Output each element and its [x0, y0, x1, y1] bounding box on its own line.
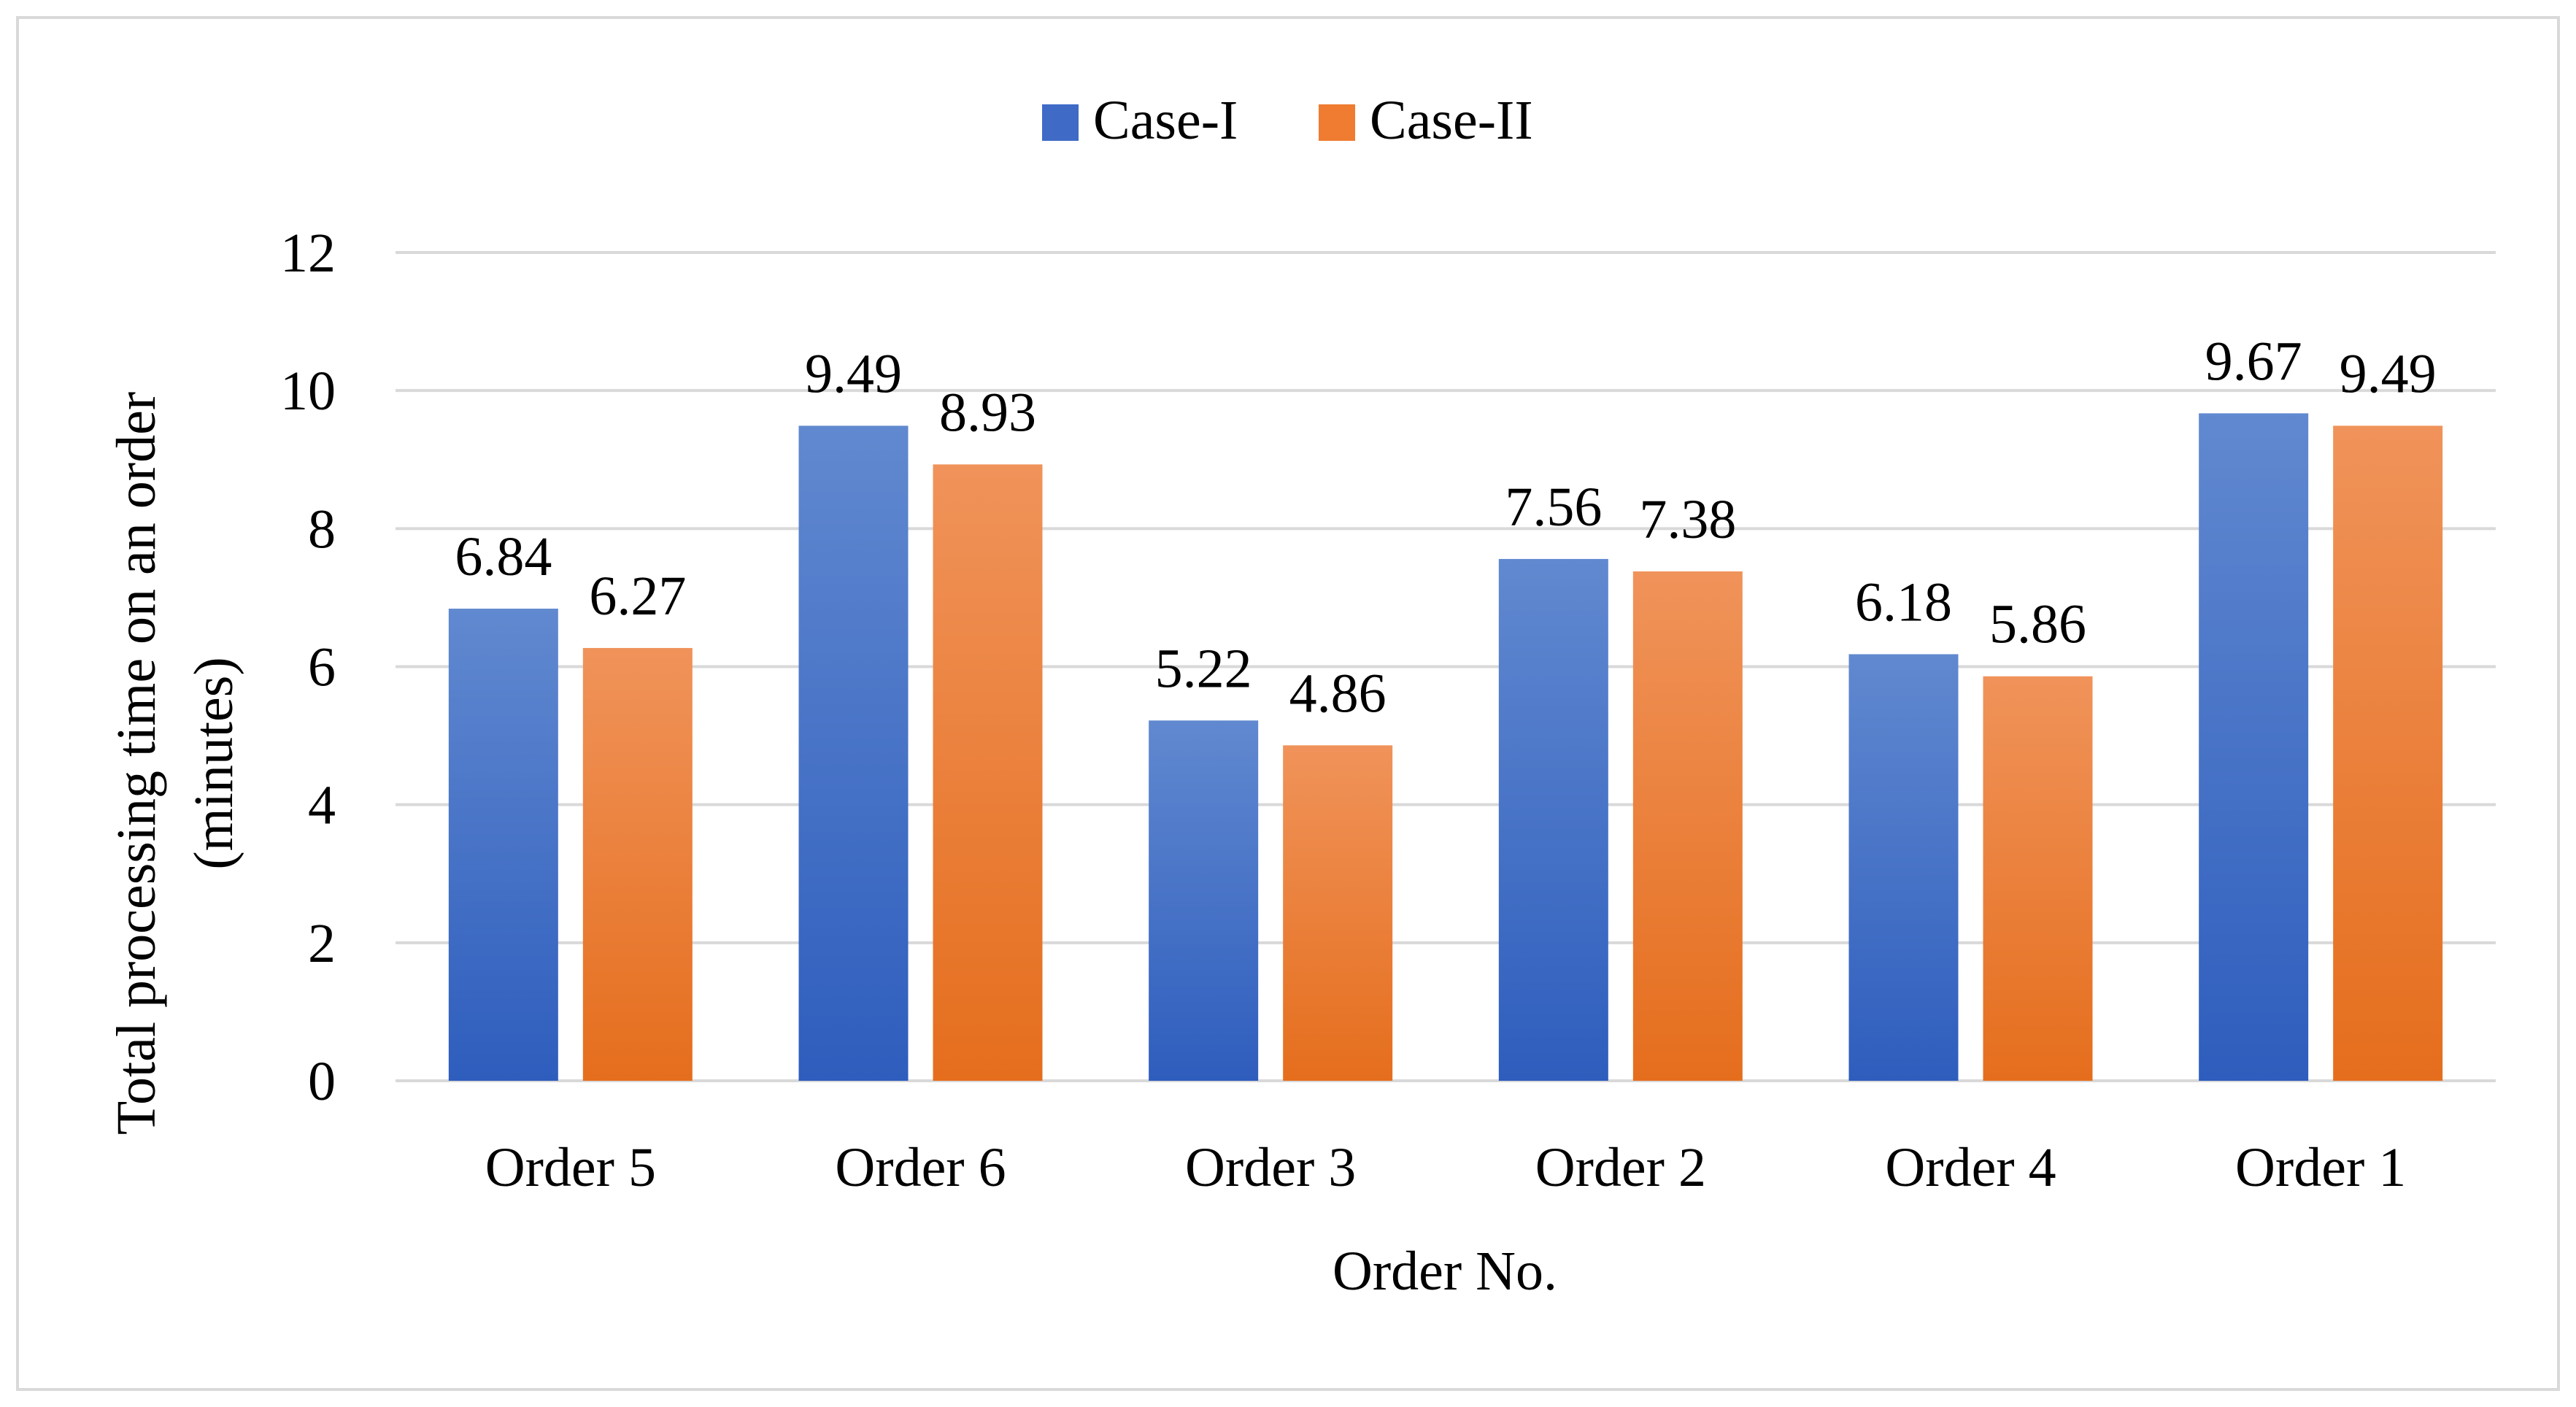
y-tick-label: 8	[308, 498, 336, 560]
data-labels: 6.84 6.27 9.49 8.93 5.22 4.86 7.56 7.38 6.18 5.86…	[455, 331, 2436, 724]
x-tick-label: Order 2	[1535, 1137, 1706, 1198]
legend: Case-I Case-II	[1042, 90, 1533, 151]
y-tick-label: 6	[308, 637, 336, 698]
x-tick-label: Order 1	[2235, 1137, 2406, 1198]
y-axis-ticks: 0 2 4 6 8 10 12	[280, 223, 336, 1112]
y-axis-title-line-2: (minutes)	[183, 657, 244, 869]
x-tick-label: Order 4	[1885, 1137, 2056, 1198]
bar-case-ii-order-1	[2333, 425, 2443, 1081]
legend-label-case-i: Case-I	[1093, 90, 1238, 151]
data-label: 5.22	[1155, 638, 1252, 699]
data-label: 6.27	[589, 566, 686, 627]
bar-case-ii-order-6	[933, 464, 1043, 1081]
x-tick-label: Order 3	[1185, 1137, 1356, 1198]
data-label: 9.49	[2340, 343, 2437, 404]
y-tick-label: 12	[280, 223, 336, 284]
y-tick-label: 4	[308, 775, 336, 836]
gridlines	[396, 251, 2496, 1082]
data-label: 7.56	[1505, 477, 1602, 538]
y-tick-label: 0	[308, 1051, 336, 1112]
x-axis-title: Order No.	[1333, 1241, 1557, 1302]
x-tick-label: Order 5	[485, 1137, 656, 1198]
bar-case-i-order-3	[1149, 720, 1259, 1081]
data-label: 7.38	[1639, 489, 1736, 550]
bar-case-i-order-5	[448, 609, 558, 1081]
x-axis-ticks: Order 5 Order 6 Order 3 Order 2 Order 4 Order…	[485, 1137, 2407, 1198]
bar-case-ii-order-2	[1632, 571, 1743, 1081]
bar-case-ii-order-4	[1983, 676, 2093, 1081]
legend-swatch-case-i	[1042, 104, 1079, 141]
data-label: 9.67	[2205, 331, 2302, 392]
legend-label-case-ii: Case-II	[1370, 90, 1533, 151]
y-axis-title-line-1: Total processing time on an order	[106, 392, 167, 1135]
data-label: 5.86	[1989, 594, 2086, 655]
bars	[448, 413, 2443, 1081]
legend-swatch-case-ii	[1319, 104, 1355, 141]
data-label: 8.93	[939, 382, 1036, 443]
bar-case-i-order-1	[2199, 413, 2309, 1081]
data-label: 6.84	[455, 526, 552, 587]
data-label: 9.49	[805, 343, 902, 404]
bar-case-i-order-2	[1498, 558, 1608, 1081]
y-tick-label: 10	[280, 361, 336, 422]
data-label: 4.86	[1289, 663, 1387, 724]
data-label: 6.18	[1855, 571, 1952, 633]
x-tick-label: Order 6	[835, 1137, 1006, 1198]
bar-case-ii-order-5	[582, 647, 693, 1081]
bar-case-i-order-6	[798, 425, 909, 1081]
bar-case-i-order-4	[1848, 654, 1959, 1081]
y-tick-label: 2	[308, 913, 336, 974]
bar-case-ii-order-3	[1283, 745, 1393, 1081]
chart-frame	[16, 16, 2560, 1391]
